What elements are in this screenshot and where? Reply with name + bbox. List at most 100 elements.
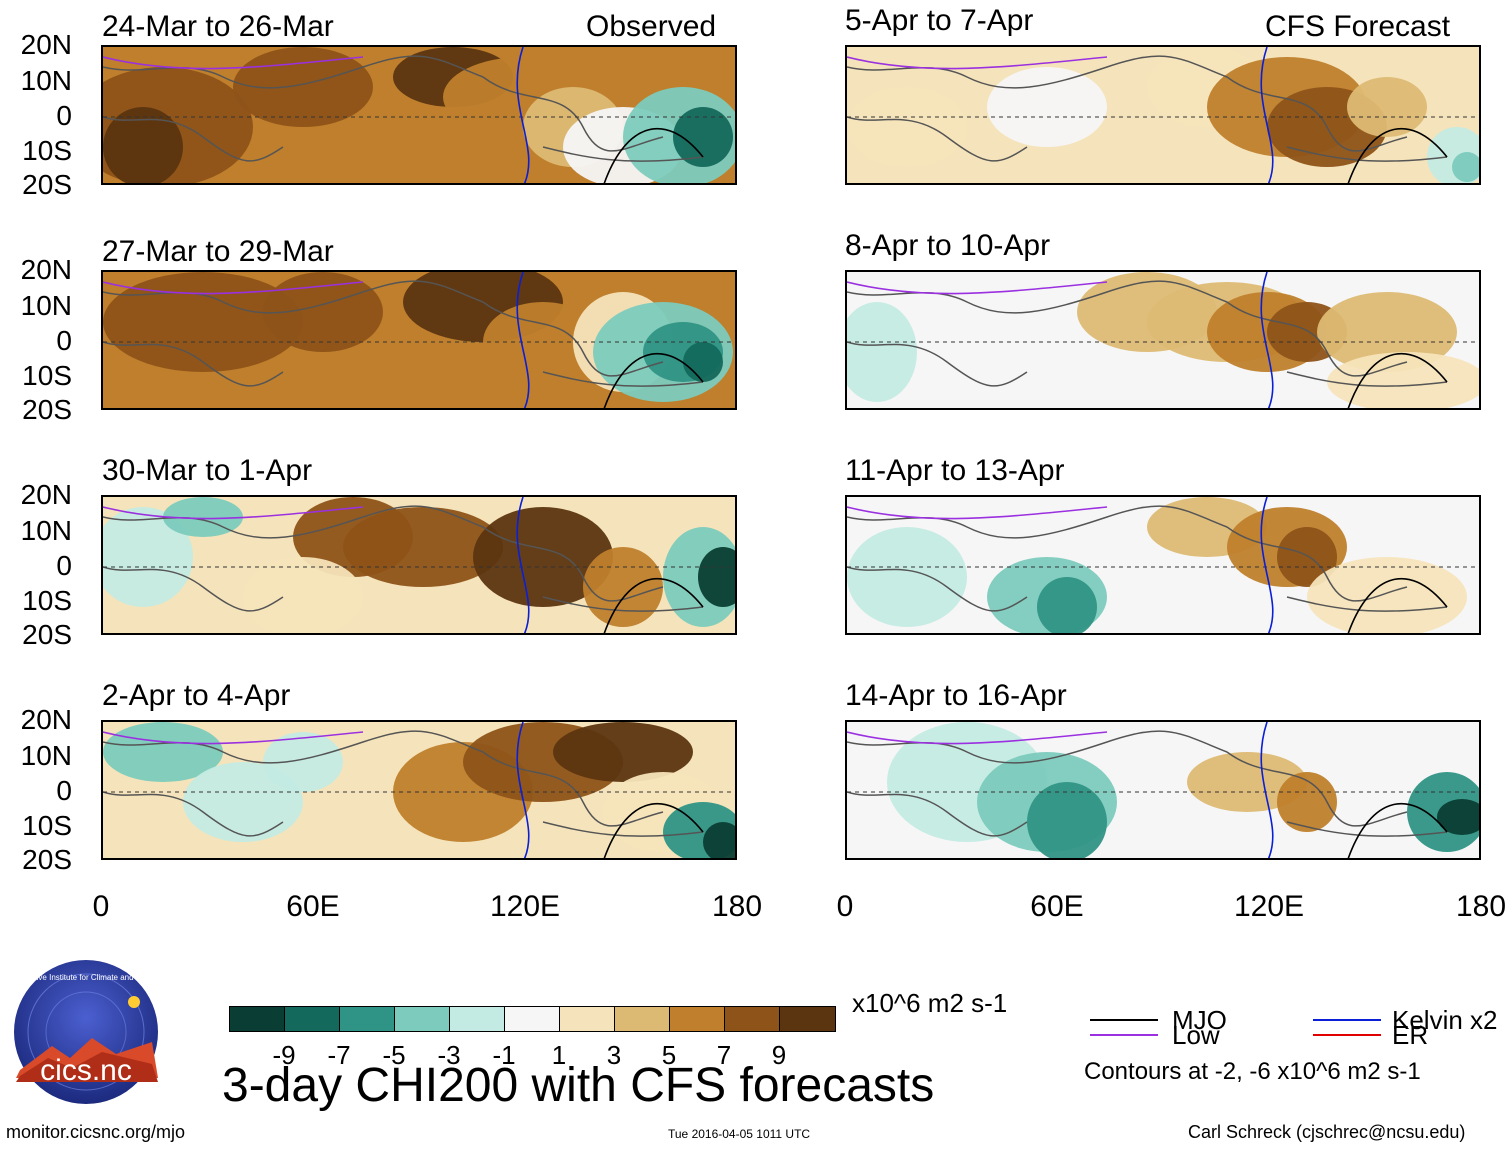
- contour-line: [847, 281, 1108, 295]
- colorbar-units: x10^6 m2 s-1: [852, 988, 1008, 1018]
- colorbar-label-0: -9: [272, 1040, 296, 1070]
- coastline: [103, 505, 704, 612]
- colorbar-label-4: -1: [492, 1040, 516, 1070]
- anomaly-blob: [1317, 292, 1457, 372]
- anomaly-blob: [698, 547, 735, 607]
- map-panel-l3: [101, 720, 737, 860]
- contour-line: [603, 128, 704, 183]
- panel-title-l3: 2-Apr to 4-Apr: [102, 679, 291, 712]
- y-label-0-2: 0: [56, 100, 72, 131]
- anomaly-blob: [1452, 152, 1479, 182]
- y-label-2-4: 20S: [22, 619, 72, 650]
- map-panel-l2: [101, 495, 737, 635]
- y-label-1-4: 20S: [22, 394, 72, 425]
- y-label-0-0: 20N: [20, 29, 72, 60]
- contour-line: [103, 731, 364, 745]
- logo-ring-text: Cooperative Institute for Climate and Sa…: [12, 973, 160, 982]
- colorbar-swatch-1: [285, 1007, 340, 1031]
- y-label-1-3: 10S: [22, 360, 72, 391]
- colorbar-label-5: 1: [551, 1040, 567, 1070]
- anomaly-blob: [473, 507, 613, 607]
- map-svg: [847, 272, 1479, 408]
- colorbar-swatch-10: [780, 1007, 835, 1031]
- anomaly-blob: [183, 762, 303, 842]
- contour-line: [1347, 803, 1448, 858]
- anomaly-blob: [103, 507, 193, 607]
- y-label-2-3: 10S: [22, 585, 72, 616]
- y-label-2-0: 20N: [20, 479, 72, 510]
- anomaly-blob: [673, 107, 733, 167]
- map-svg: [103, 272, 735, 408]
- map-panel-l1: [101, 270, 737, 410]
- anomaly-blob: [103, 107, 183, 183]
- legend-line-low: [1090, 1034, 1158, 1036]
- logo-text: cics.nc: [40, 1054, 132, 1087]
- footer-timestamp: Tue 2016-04-05 1011 UTC: [668, 1127, 811, 1141]
- x-label-l-0: 0: [92, 890, 110, 923]
- x-label-r-180: 180: [1455, 890, 1507, 923]
- contour-line: [103, 281, 364, 295]
- y-label-2-2: 0: [56, 550, 72, 581]
- anomaly-blob: [1327, 352, 1479, 408]
- contour-line: [103, 506, 364, 520]
- y-label-0-3: 10S: [22, 135, 72, 166]
- coastline: [103, 730, 704, 837]
- anomaly-blob: [847, 527, 967, 627]
- panel-title-r2: 11-Apr to 13-Apr: [845, 454, 1065, 487]
- map-panel-r1: [845, 270, 1481, 410]
- map-svg: [847, 722, 1479, 858]
- legend-line-kelvin: [1313, 1019, 1381, 1021]
- anomaly-blob: [103, 272, 303, 372]
- x-label-l-120: 120E: [489, 890, 561, 923]
- x-label-l-180: 180: [711, 890, 763, 923]
- y-label-0-1: 10N: [20, 65, 72, 96]
- legend-label-kelvin: Kelvin x2: [1392, 1005, 1498, 1035]
- contour-line: [1260, 722, 1274, 858]
- anomaly-blob: [233, 47, 373, 127]
- coastline: [847, 55, 1448, 162]
- map-svg: [103, 722, 735, 858]
- anomaly-blob: [583, 547, 663, 627]
- y-label-3-0: 20N: [20, 704, 72, 735]
- y-label-0-4: 20S: [22, 169, 72, 200]
- panel-title-r1: 8-Apr to 10-Apr: [845, 229, 1051, 262]
- contour-line: [516, 272, 530, 408]
- colorbar-swatch-7: [615, 1007, 670, 1031]
- anomaly-blob: [987, 67, 1107, 147]
- contour-line: [603, 803, 704, 858]
- contour-line: [1347, 578, 1448, 633]
- anomaly-blob: [1277, 772, 1337, 832]
- contour-line: [103, 56, 364, 70]
- footer-url[interactable]: monitor.cicsnc.org/mjo: [6, 1122, 186, 1142]
- anomaly-blob: [243, 557, 363, 633]
- footer-author: Carl Schreck (cjschrec@ncsu.edu): [1188, 1122, 1466, 1142]
- contour-line: [847, 56, 1108, 70]
- colorbar-swatch-2: [340, 1007, 395, 1031]
- contour-line: [1260, 272, 1274, 408]
- coastline: [847, 280, 1448, 387]
- y-label-1-0: 20N: [20, 254, 72, 285]
- y-label-1-1: 10N: [20, 290, 72, 321]
- panel-title-l0: 24-Mar to 26-Mar: [102, 10, 334, 43]
- panel-title-l1: 27-Mar to 29-Mar: [102, 235, 334, 268]
- x-label-r-0: 0: [836, 890, 854, 923]
- map-panel-r0: [845, 45, 1481, 185]
- legend-label-mjo: MJO: [1172, 1005, 1227, 1035]
- contour-line: [1260, 47, 1274, 183]
- anomaly-blob: [263, 732, 343, 792]
- x-label-r-120: 120E: [1233, 890, 1305, 923]
- colorbar-label-7: 5: [661, 1040, 677, 1070]
- anomaly-blob: [703, 822, 735, 858]
- legend-line-er: [1313, 1034, 1381, 1036]
- anomaly-blob: [553, 722, 693, 782]
- colorbar-swatch-3: [395, 1007, 450, 1031]
- anomaly-blob: [683, 342, 723, 382]
- observed-label: Observed: [586, 10, 717, 43]
- colorbar-swatch-8: [670, 1007, 725, 1031]
- panel-title-r0: 5-Apr to 7-Apr: [845, 4, 1034, 37]
- anomaly-blob: [1027, 782, 1107, 858]
- legend-label-low: Low: [1172, 1020, 1220, 1050]
- contour-line: [516, 497, 530, 633]
- coastline: [103, 55, 704, 162]
- anomaly-blob: [847, 302, 917, 402]
